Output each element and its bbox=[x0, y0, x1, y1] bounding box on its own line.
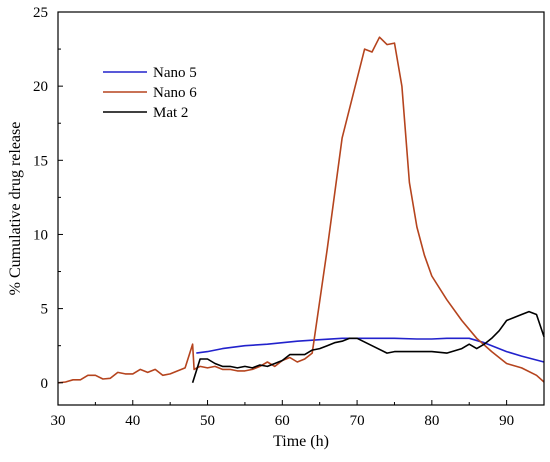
x-tick-label: 30 bbox=[51, 413, 66, 429]
y-tick-label: 15 bbox=[33, 153, 48, 169]
plot-frame bbox=[57, 11, 545, 406]
y-tick-label: 10 bbox=[33, 227, 48, 243]
y-tick-label: 25 bbox=[33, 5, 48, 21]
x-tick-label: 40 bbox=[125, 413, 140, 429]
y-tick-label: 5 bbox=[41, 302, 49, 318]
x-tick-label: 50 bbox=[200, 413, 215, 429]
y-tick-label: 20 bbox=[33, 79, 48, 95]
legend-label-mat-2: Mat 2 bbox=[153, 105, 188, 121]
x-tick-label: 70 bbox=[350, 413, 365, 429]
series-line-mat-2 bbox=[191, 310, 545, 384]
x-tick-label: 60 bbox=[275, 413, 290, 429]
series-line-nano-6 bbox=[57, 36, 545, 384]
x-tick-label: 90 bbox=[499, 413, 514, 429]
legend-label-nano-6: Nano 6 bbox=[153, 85, 197, 101]
y-tick-label: 0 bbox=[41, 376, 49, 392]
series-line-nano-5 bbox=[196, 337, 545, 363]
y-axis-title: % Cumulative drug release bbox=[7, 122, 24, 296]
x-tick-label: 80 bbox=[424, 413, 439, 429]
legend-label-nano-5: Nano 5 bbox=[153, 65, 197, 81]
x-axis-title: Time (h) bbox=[273, 433, 329, 450]
